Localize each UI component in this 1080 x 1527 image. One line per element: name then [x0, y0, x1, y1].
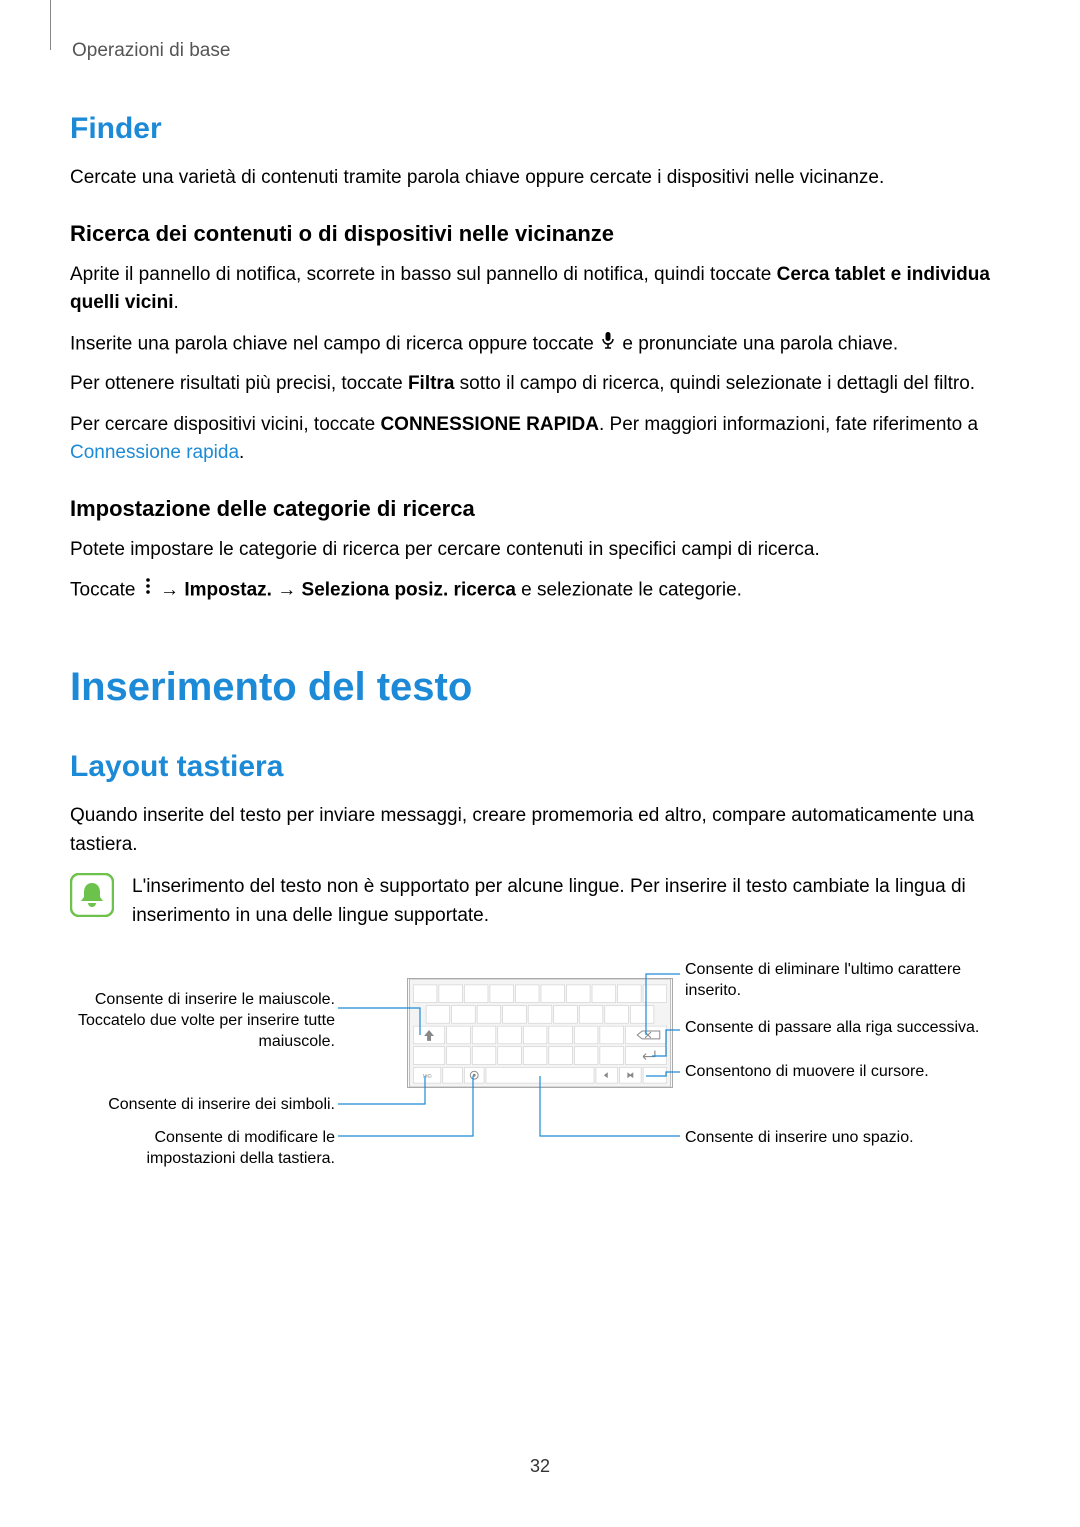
finder-intro: Cercate una varietà di contenuti tramite… — [70, 164, 1010, 193]
callout-backspace: Consente di eliminare l'ultimo carattere… — [685, 960, 1005, 1002]
finder-sub1-p3: Per ottenere risultati più precisi, tocc… — [70, 370, 1010, 399]
finder-sub1-heading: Ricerca dei contenuti o di dispositivi n… — [70, 221, 1010, 247]
breadcrumb: Operazioni di base — [70, 40, 1010, 62]
finder-heading: Finder — [70, 112, 1010, 146]
callout-cursor: Consentono di muovere il cursore. — [685, 1062, 1005, 1083]
text: . — [173, 292, 178, 313]
finder-sub2-p1: Potete impostare le categorie di ricerca… — [70, 536, 1010, 565]
finder-sub2-heading: Impostazione delle categorie di ricerca — [70, 496, 1010, 522]
connessione-rapida-link[interactable]: Connessione rapida — [70, 442, 239, 463]
bold-text: Impostaz. — [184, 580, 272, 601]
keyboard-illustration: !#© — [407, 978, 673, 1088]
page-number: 32 — [0, 1456, 1080, 1477]
svg-text:!#©: !#© — [422, 1073, 432, 1080]
text: e selezionate le categorie. — [516, 580, 742, 601]
text: → — [155, 580, 185, 601]
note-bell-icon — [70, 873, 114, 917]
note-text: L'inserimento del testo non è supportato… — [132, 873, 1010, 930]
text: Inserite una parola chiave nel campo di … — [70, 333, 599, 354]
callout-enter: Consente di passare alla riga successiva… — [685, 1018, 1005, 1039]
text: . Per maggiori informazioni, fate riferi… — [599, 414, 978, 435]
finder-sub2-p2: Toccate → Impostaz. → Seleziona posiz. r… — [70, 576, 1010, 605]
page-edge-mark — [50, 0, 51, 50]
text: Aprite il pannello di notifica, scorrete… — [70, 264, 777, 285]
text: Per cercare dispositivi vicini, toccate — [70, 414, 380, 435]
bold-text: CONNESSIONE RAPIDA — [380, 414, 599, 435]
text: Per ottenere risultati più precisi, tocc… — [70, 373, 408, 394]
bold-text: Filtra — [408, 373, 454, 394]
callout-settings: Consente di modificare le impostazioni d… — [70, 1128, 335, 1170]
finder-sub1-p2: Inserite una parola chiave nel campo di … — [70, 330, 1010, 359]
callout-shift: Consente di inserire le maiuscole. Tocca… — [70, 990, 335, 1052]
text: → — [272, 580, 302, 601]
callout-space: Consente di inserire uno spazio. — [685, 1128, 1005, 1149]
note-box: L'inserimento del testo non è supportato… — [70, 873, 1010, 930]
callout-symbols: Consente di inserire dei simboli. — [70, 1095, 335, 1116]
inserimento-heading: Inserimento del testo — [70, 665, 1010, 710]
more-options-icon — [145, 576, 151, 605]
text: sotto il campo di ricerca, quindi selezi… — [454, 373, 975, 394]
text: Toccate — [70, 580, 141, 601]
text: e pronunciate una parola chiave. — [617, 333, 898, 354]
bold-text: Seleziona posiz. ricerca — [302, 580, 516, 601]
page-content: Operazioni di base Finder Cercate una va… — [0, 0, 1080, 1220]
finder-sub1-p4: Per cercare dispositivi vicini, toccate … — [70, 411, 1010, 468]
microphone-icon — [601, 330, 615, 359]
keyboard-diagram: !#© Consente di inserire le m — [70, 960, 1010, 1220]
finder-sub1-p1: Aprite il pannello di notifica, scorrete… — [70, 261, 1010, 318]
layout-tastiera-p1: Quando inserite del testo per inviare me… — [70, 802, 1010, 859]
text: . — [239, 442, 244, 463]
layout-tastiera-heading: Layout tastiera — [70, 750, 1010, 784]
